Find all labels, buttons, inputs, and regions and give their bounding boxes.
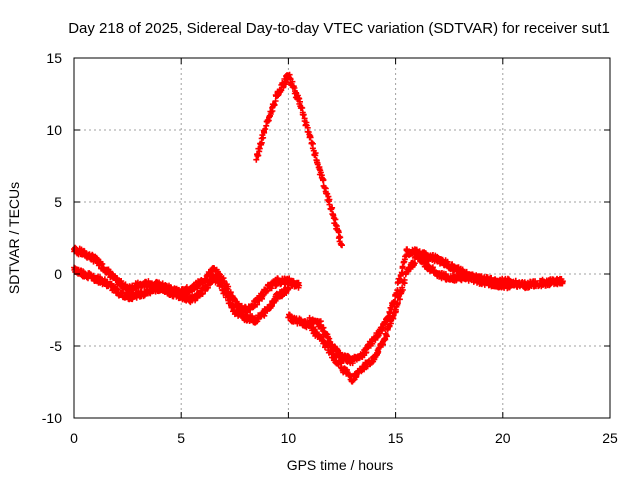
x-tick-label: 25	[602, 430, 618, 446]
x-tick-label: 20	[495, 430, 511, 446]
y-tick-label: 10	[46, 122, 62, 138]
y-tick-label: 5	[54, 194, 62, 210]
data-point-markers	[253, 71, 345, 249]
series-track-e	[306, 246, 566, 367]
x-tick-label: 0	[70, 430, 78, 446]
y-tick-label: -5	[50, 338, 63, 354]
axis-ticks: 0 5 10 15 20 25 -10 -5 0 5 10 15	[42, 50, 618, 446]
x-axis-label: GPS time / hours	[287, 457, 394, 473]
plot-frame	[73, 57, 611, 419]
y-tick-label: 0	[54, 266, 62, 282]
series-track-c	[253, 71, 345, 249]
chart-title: Day 218 of 2025, Sidereal Day-to-day VTE…	[68, 20, 610, 37]
y-axis-label: SDTVAR / TECUs	[6, 182, 22, 294]
data-point-markers	[306, 246, 566, 367]
x-tick-label: 15	[388, 430, 404, 446]
y-tick-label: 15	[46, 50, 62, 66]
x-tick-label: 10	[281, 430, 297, 446]
grid-lines	[74, 58, 610, 418]
y-tick-label: -10	[42, 410, 62, 426]
x-tick-label: 5	[177, 430, 185, 446]
